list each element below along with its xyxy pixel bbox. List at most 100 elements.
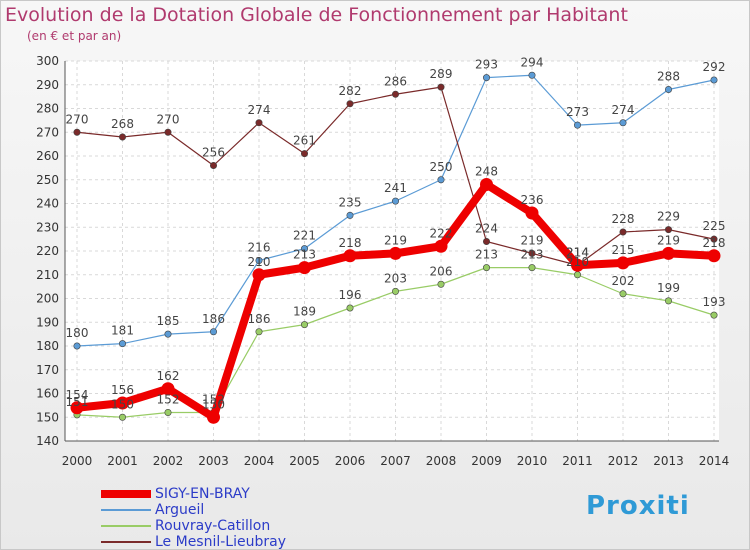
data-label: 219 [657, 233, 680, 247]
data-point [346, 304, 354, 312]
data-label: 219 [521, 233, 544, 247]
data-point [528, 249, 536, 257]
legend-label: SIGY-EN-BRAY [155, 486, 250, 502]
data-point [119, 413, 127, 421]
y-tick-label: 300 [36, 54, 59, 68]
data-point [662, 246, 675, 260]
chart-title: Evolution de la Dotation Globale de Fonc… [5, 4, 628, 26]
data-point [116, 396, 129, 410]
x-tick-label: 2008 [426, 454, 457, 468]
data-point [482, 238, 490, 246]
data-point [300, 321, 308, 329]
data-label: 236 [521, 193, 544, 207]
x-tick-label: 2005 [289, 454, 320, 468]
x-tick-label: 2014 [699, 454, 730, 468]
data-point [210, 162, 218, 170]
data-label: 225 [703, 219, 726, 233]
data-point [164, 330, 172, 338]
data-label: 219 [384, 233, 407, 247]
data-label: 261 [293, 134, 316, 148]
data-label: 273 [566, 105, 589, 119]
data-point [343, 249, 357, 263]
data-label: 213 [475, 248, 498, 262]
data-point [255, 328, 263, 336]
x-tick-label: 2013 [653, 454, 684, 468]
data-label: 286 [384, 74, 407, 88]
data-point [664, 226, 672, 234]
y-tick-label: 240 [36, 197, 59, 211]
data-label: 156 [111, 383, 134, 397]
data-point [164, 408, 172, 416]
y-tick-label: 200 [36, 292, 59, 306]
y-tick-label: 250 [36, 173, 59, 187]
x-tick-label: 2004 [244, 454, 275, 468]
data-label: 185 [157, 314, 180, 328]
data-point [346, 211, 354, 219]
data-point [70, 401, 84, 415]
data-label: 162 [157, 369, 180, 383]
data-label: 180 [66, 326, 89, 340]
y-tick-label: 280 [36, 102, 59, 116]
data-point [710, 235, 718, 243]
x-tick-label: 2002 [153, 454, 184, 468]
y-tick-label: 270 [36, 125, 59, 139]
legend-item: Argueil [101, 502, 286, 518]
y-tick-label: 260 [36, 149, 59, 163]
data-point [298, 261, 311, 275]
legend-swatch [101, 525, 151, 527]
data-label: 152 [202, 393, 225, 407]
data-label: 193 [703, 295, 726, 309]
data-point [73, 342, 81, 350]
data-label: 221 [293, 229, 316, 243]
x-tick-label: 2009 [471, 454, 502, 468]
x-tick-label: 2010 [517, 454, 548, 468]
data-label: 206 [430, 264, 453, 278]
data-point [664, 297, 672, 305]
y-tick-label: 290 [36, 78, 59, 92]
y-tick-label: 190 [36, 315, 59, 329]
data-point [300, 245, 308, 253]
legend-swatch [101, 509, 151, 511]
x-tick-label: 2006 [335, 454, 366, 468]
data-label: 248 [475, 165, 498, 179]
y-tick-label: 220 [36, 244, 59, 258]
data-point [571, 258, 584, 272]
data-label: 224 [475, 222, 498, 236]
data-label: 288 [657, 70, 680, 84]
legend-label: Le Mesnil-Lieubray [155, 534, 286, 550]
y-tick-label: 140 [36, 434, 59, 448]
y-tick-label: 210 [36, 268, 59, 282]
data-label: 150 [111, 397, 134, 411]
data-point [710, 76, 718, 84]
x-tick-label: 2003 [198, 454, 229, 468]
data-label: 270 [157, 112, 180, 126]
data-label: 274 [248, 103, 271, 117]
y-tick-label: 180 [36, 339, 59, 353]
data-label: 292 [703, 60, 726, 74]
data-label: 222 [430, 226, 453, 240]
data-label: 196 [339, 288, 362, 302]
legend-swatch [101, 490, 151, 498]
data-label: 202 [612, 274, 635, 288]
data-point [73, 128, 81, 136]
data-point [528, 71, 536, 79]
data-label: 214 [566, 245, 589, 259]
proxiti-logo: Proxiti [586, 491, 690, 521]
data-label: 154 [66, 388, 89, 402]
data-point [207, 410, 220, 424]
y-tick-label: 230 [36, 220, 59, 234]
data-point [707, 249, 721, 263]
data-label: 199 [657, 281, 680, 295]
data-point [346, 100, 354, 108]
data-point [437, 280, 445, 288]
data-point [482, 264, 490, 272]
data-point [389, 246, 402, 260]
data-label: 151 [66, 395, 89, 409]
data-point [573, 121, 581, 129]
data-point [164, 128, 172, 136]
data-point [664, 86, 672, 94]
data-point [391, 90, 399, 98]
data-label: 294 [521, 55, 544, 69]
